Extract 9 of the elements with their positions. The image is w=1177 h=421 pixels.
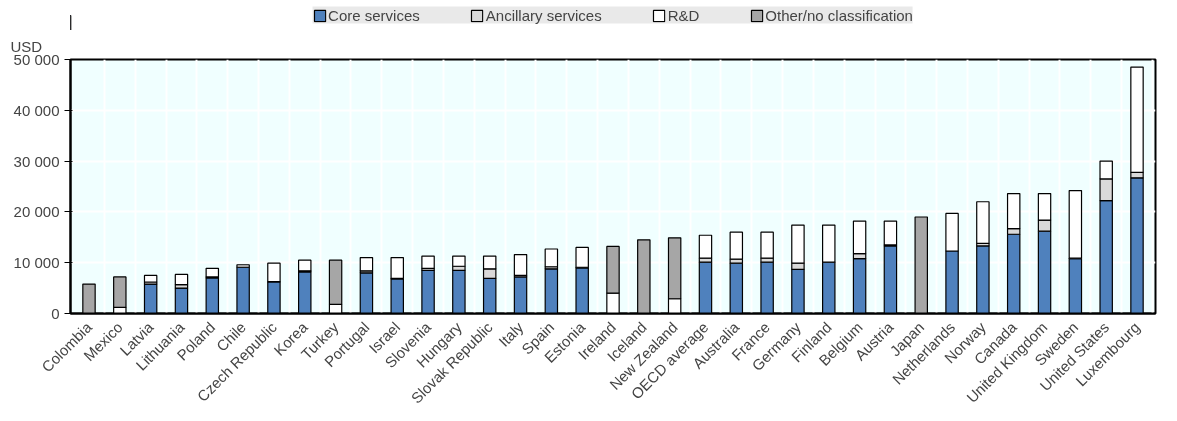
legend-label: R&D	[667, 6, 700, 24]
y-tick-label: 10 000	[13, 254, 60, 272]
legend-label: Ancillary services	[485, 6, 602, 24]
y-tick-label: 0	[51, 305, 60, 322]
y-tick-label: 40 000	[13, 101, 60, 119]
y-tick-label: 20 000	[13, 203, 60, 221]
legend-label: Core services	[328, 6, 420, 24]
legend-label: Other/no classification	[765, 6, 913, 24]
y-tick-label: 30 000	[13, 152, 60, 170]
